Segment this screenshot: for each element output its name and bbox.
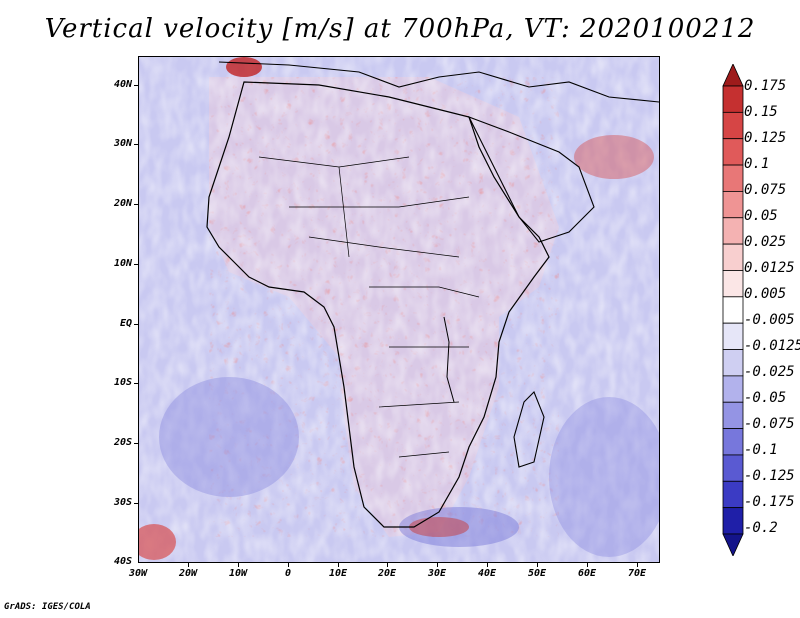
colorbar-label: -0.075: [744, 416, 795, 432]
lon-label-0: 0: [284, 568, 292, 579]
lat-tick: [134, 443, 138, 444]
colorbar-label: 0.005: [744, 286, 787, 302]
lon-label-20e: 20E: [377, 568, 397, 579]
lat-label-20s: 20S: [113, 437, 132, 448]
colorbar-swatch: [722, 375, 744, 403]
lat-label-10n: 10N: [113, 258, 132, 269]
lon-tick: [188, 563, 189, 567]
colorbar-label: 0.025: [744, 234, 787, 250]
lon-label-20w: 20W: [178, 568, 198, 579]
grads-credit: GrADS: IGES/COLA: [4, 602, 91, 612]
lat-label-eq: EQ: [119, 318, 132, 329]
lat-tick: [134, 144, 138, 145]
lat-label-40n: 40N: [113, 79, 132, 90]
colorbar-label: -0.005: [744, 312, 795, 328]
lon-label-40e: 40E: [477, 568, 497, 579]
colorbar-label: -0.125: [744, 468, 795, 484]
lat-label-30n: 30N: [113, 138, 132, 149]
lat-label-10s: 10S: [113, 377, 132, 388]
colorbar-swatch: [722, 217, 744, 245]
lat-label-40s: 40S: [113, 556, 132, 567]
colorbar-label: 0.0125: [744, 260, 795, 276]
colorbar-swatch: [722, 533, 744, 556]
colorbar-label: -0.2: [744, 520, 778, 536]
map-title: Vertical velocity [m/s] at 700hPa, VT: 2…: [44, 14, 756, 44]
lat-tick: [134, 85, 138, 86]
lon-label-10e: 10E: [328, 568, 348, 579]
colorbar-swatch: [722, 454, 744, 482]
colorbar-label: 0.075: [744, 182, 787, 198]
colorbar-swatch: [722, 507, 744, 535]
vertical-velocity-field: [139, 57, 659, 562]
colorbar-label: -0.1: [744, 442, 778, 458]
lon-label-60e: 60E: [577, 568, 597, 579]
colorbar-swatch: [722, 401, 744, 429]
colorbar-label: -0.175: [744, 494, 795, 510]
colorbar-swatch: [722, 349, 744, 377]
colorbar-swatch: [722, 243, 744, 271]
lat-label-30s: 30S: [113, 497, 132, 508]
colorbar-swatch: [722, 322, 744, 350]
colorbar-swatch: [722, 296, 744, 324]
lon-tick: [637, 563, 638, 567]
colorbar-swatch: [722, 111, 744, 140]
colorbar: [722, 64, 744, 556]
colorbar-label: 0.15: [744, 104, 778, 120]
colorbar-swatch: [722, 64, 744, 87]
lat-tick: [134, 264, 138, 265]
colorbar-label: 0.05: [744, 208, 778, 224]
lon-tick: [587, 563, 588, 567]
colorbar-swatch: [722, 428, 744, 456]
lon-tick: [387, 563, 388, 567]
colorbar-swatch: [722, 191, 744, 219]
lon-tick: [238, 563, 239, 567]
colorbar-label: -0.05: [744, 390, 787, 406]
lat-label-20n: 20N: [113, 198, 132, 209]
country-borders: [258, 156, 480, 458]
colorbar-label: 0.125: [744, 130, 787, 146]
colorbar-label: 0.175: [744, 78, 787, 94]
lon-label-30e: 30E: [427, 568, 447, 579]
colorbar-swatch: [722, 480, 744, 509]
colorbar-label: -0.025: [744, 364, 795, 380]
colorbar-swatch: [722, 270, 744, 298]
map-panel: [138, 56, 660, 563]
lat-tick: [134, 324, 138, 325]
lon-label-10w: 10W: [228, 568, 248, 579]
colorbar-swatch: [722, 164, 744, 192]
lon-tick: [338, 563, 339, 567]
colorbar-swatch: [722, 138, 744, 166]
lat-tick: [134, 503, 138, 504]
lon-label-70e: 70E: [627, 568, 647, 579]
colorbar-label: -0.0125: [744, 338, 800, 354]
lon-tick: [437, 563, 438, 567]
lon-label-30w: 30W: [128, 568, 148, 579]
colorbar-swatch: [722, 85, 744, 113]
lon-tick: [288, 563, 289, 567]
lon-label-50e: 50E: [527, 568, 547, 579]
africa-coastline: [206, 81, 550, 528]
lat-tick: [134, 383, 138, 384]
lat-tick: [134, 204, 138, 205]
colorbar-label: 0.1: [744, 156, 770, 172]
lon-tick: [537, 563, 538, 567]
lon-tick: [487, 563, 488, 567]
